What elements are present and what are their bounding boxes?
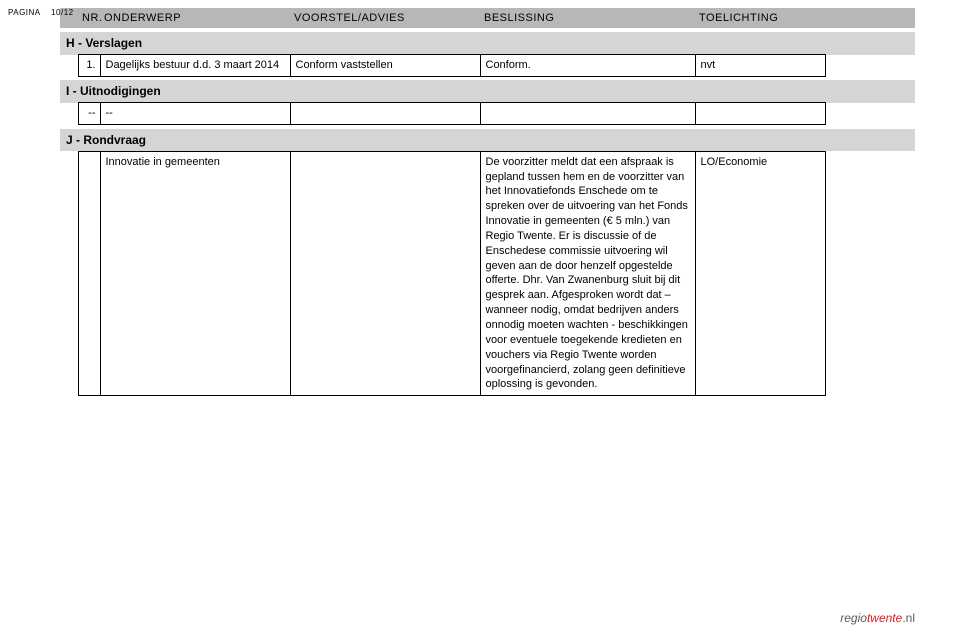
header-decision: BESLISSING: [480, 8, 695, 28]
header-subject: ONDERWERP: [100, 8, 290, 28]
section-i-title: I - Uitnodigingen: [60, 80, 915, 103]
table-header-row: NR. ONDERWERP VOORSTEL/ADVIES BESLISSING…: [60, 8, 915, 28]
row-subject: Innovatie in gemeenten: [100, 151, 290, 396]
row-decision: De voorzitter meldt dat een afspraak is …: [480, 151, 695, 396]
row-advice: [290, 103, 480, 125]
table-row: 1. Dagelijks bestuur d.d. 3 maart 2014 C…: [60, 55, 915, 77]
section-i: I - Uitnodigingen: [60, 80, 915, 103]
section-h-title: H - Verslagen: [60, 32, 915, 55]
header-nr: NR.: [78, 8, 100, 28]
brand-part-c: .nl: [902, 611, 915, 625]
footer-brand: regiotwente.nl: [840, 611, 915, 625]
document-body: NR. ONDERWERP VOORSTEL/ADVIES BESLISSING…: [0, 0, 960, 396]
row-subject: Dagelijks bestuur d.d. 3 maart 2014: [100, 55, 290, 77]
row-explain: nvt: [695, 55, 825, 77]
row-subject: --: [100, 103, 290, 125]
row-decision: Conform.: [480, 55, 695, 77]
brand-part-a: regio: [840, 611, 867, 625]
row-num: --: [78, 103, 100, 125]
row-advice: [290, 151, 480, 396]
row-num: [78, 151, 100, 396]
header-explain: TOELICHTING: [695, 8, 825, 28]
row-decision: [480, 103, 695, 125]
brand-part-b: twente: [867, 611, 902, 625]
row-explain: LO/Economie: [695, 151, 825, 396]
header-advice: VOORSTEL/ADVIES: [290, 8, 480, 28]
section-j-title: J - Rondvraag: [60, 129, 915, 152]
row-num: 1.: [78, 55, 100, 77]
page-number-value: 10/12: [51, 8, 74, 17]
section-h: H - Verslagen: [60, 32, 915, 55]
page-label: PAGINA: [8, 8, 40, 17]
meeting-table: NR. ONDERWERP VOORSTEL/ADVIES BESLISSING…: [60, 8, 915, 396]
row-explain: [695, 103, 825, 125]
section-j: J - Rondvraag: [60, 129, 915, 152]
table-row: Innovatie in gemeenten De voorzitter mel…: [60, 151, 915, 396]
row-advice: Conform vaststellen: [290, 55, 480, 77]
page-number: PAGINA 10/12: [8, 8, 74, 17]
table-row: -- --: [60, 103, 915, 125]
